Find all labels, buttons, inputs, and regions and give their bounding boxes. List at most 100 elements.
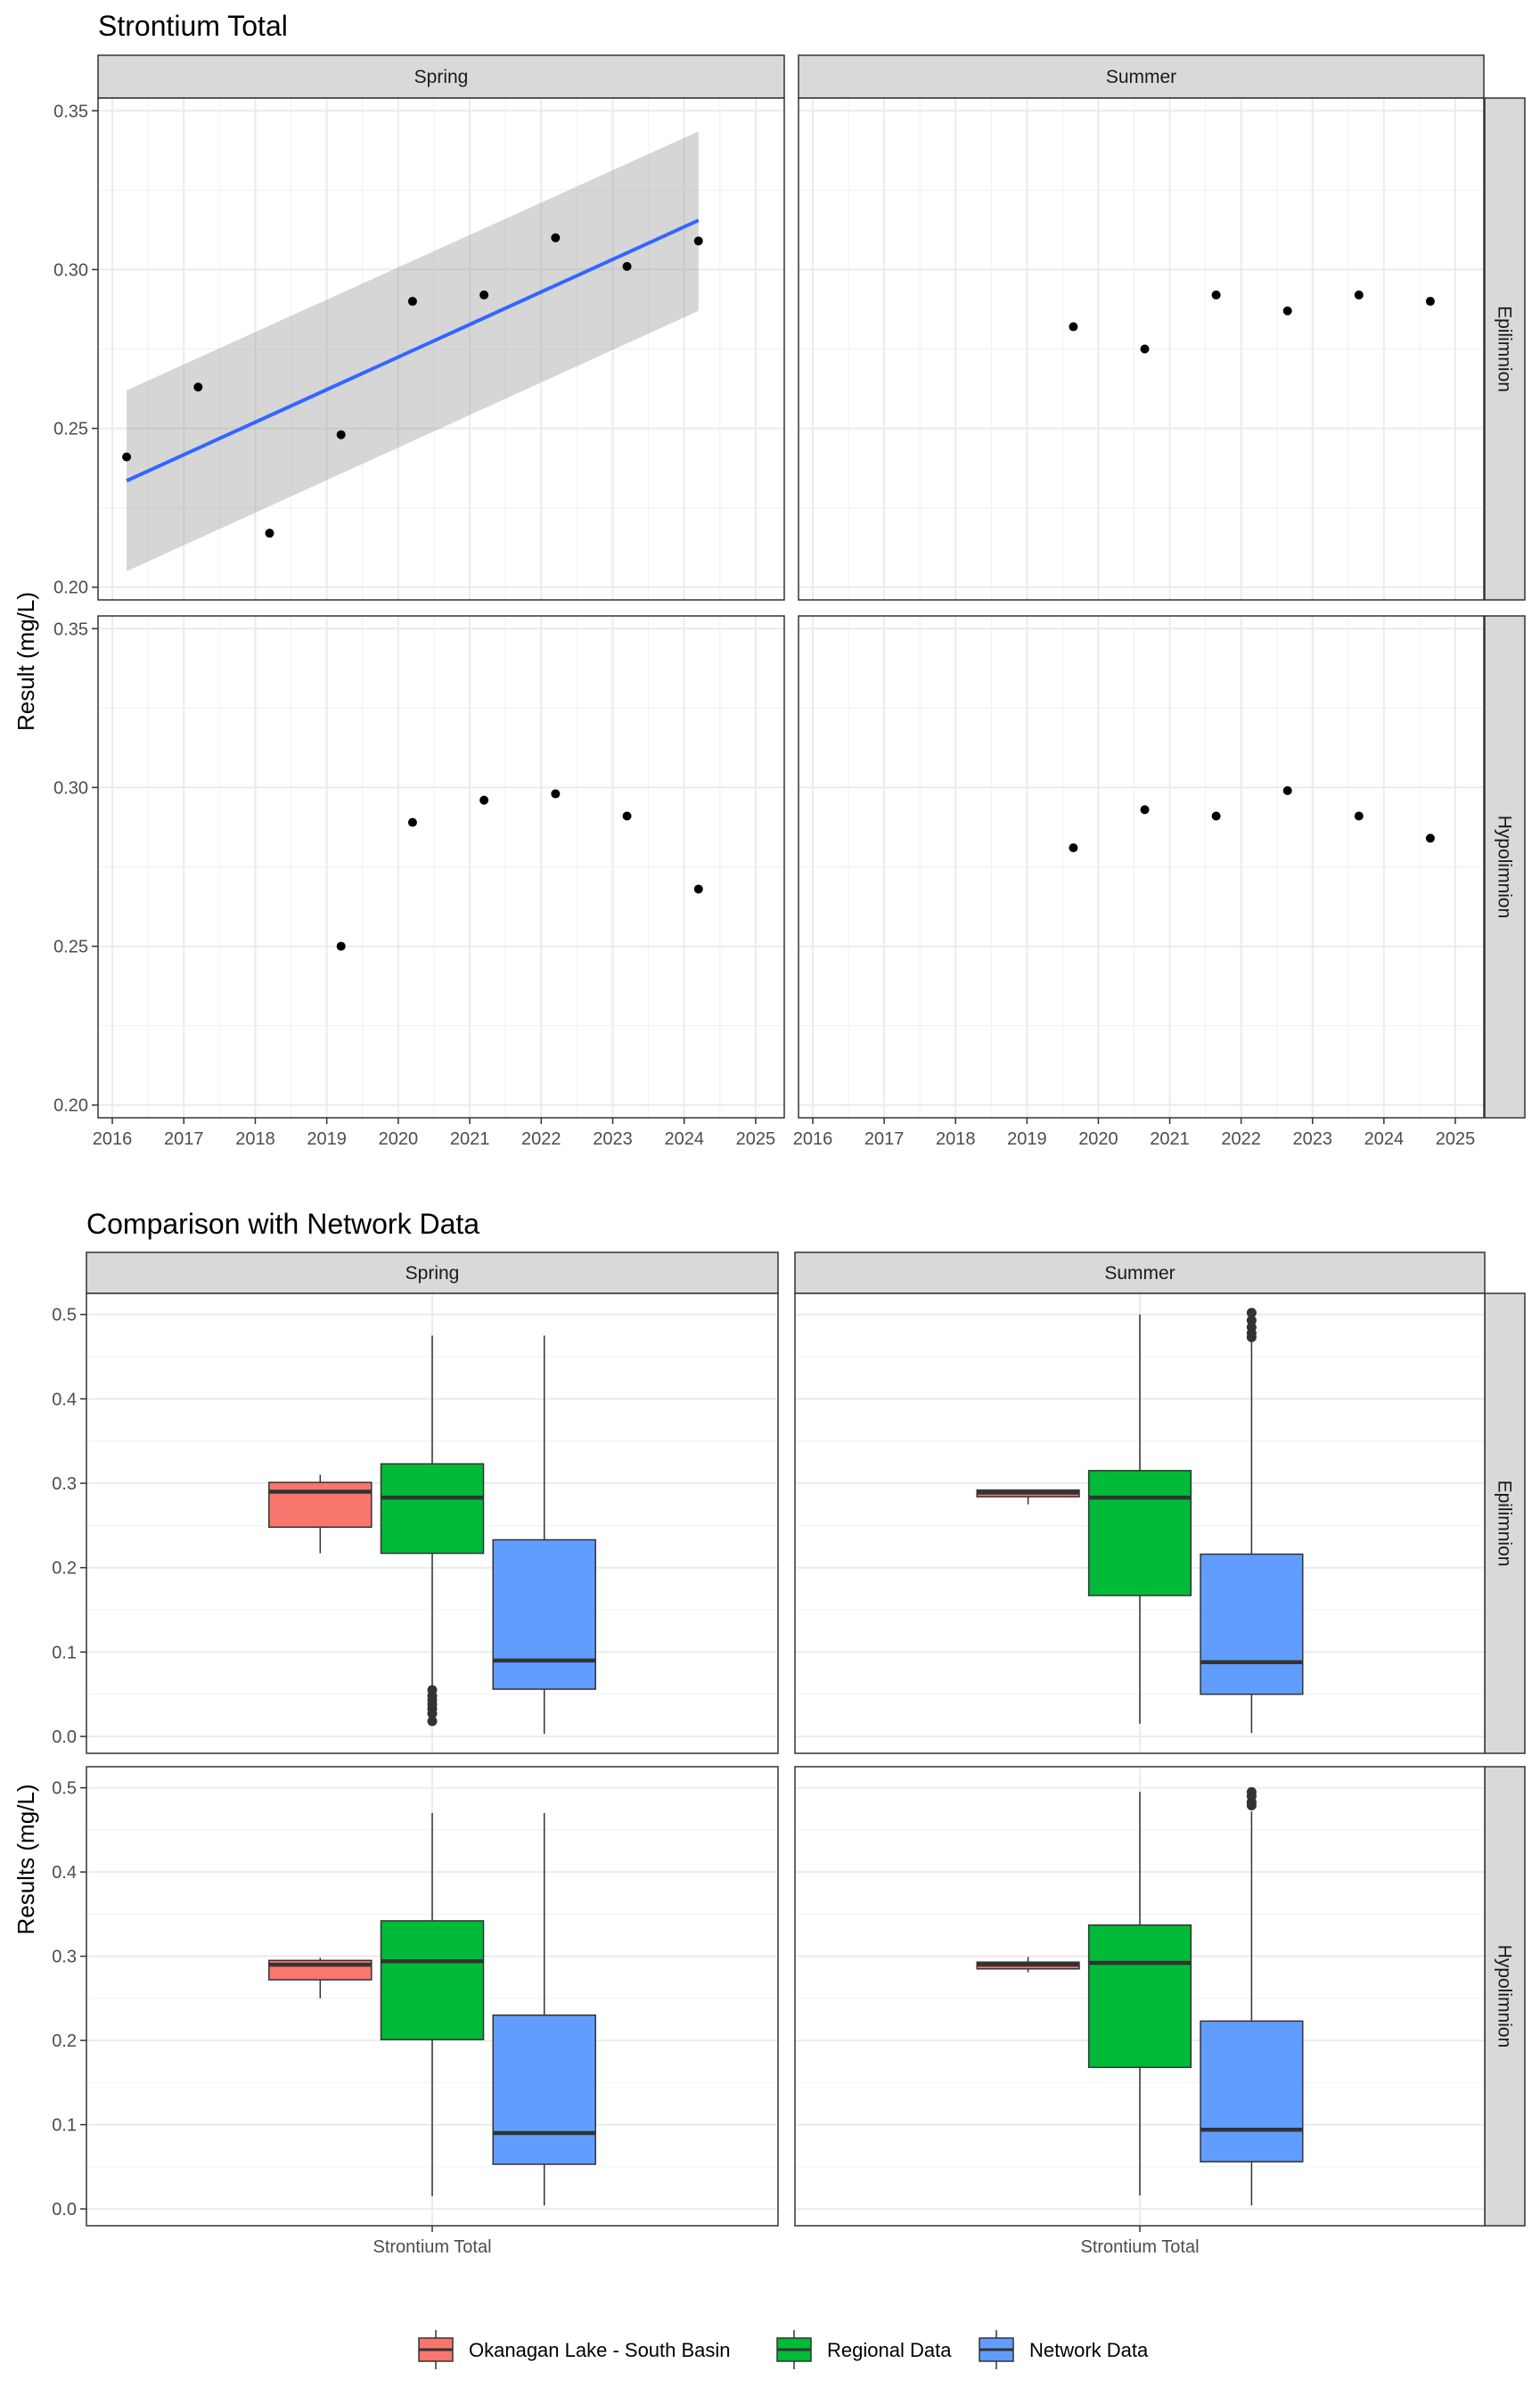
data-point [479, 795, 489, 805]
facet-strip-label: Spring [405, 1263, 460, 1284]
box-element [268, 1957, 373, 1998]
facet-strip [798, 54, 1485, 99]
box-element [976, 1957, 1080, 1973]
x-tick-label: 2018 [235, 1129, 275, 1149]
x-tick-label: 2020 [379, 1129, 419, 1149]
data-point [1140, 805, 1150, 815]
legend-item: Regional Data [776, 2330, 952, 2369]
panel-border [794, 1292, 1486, 1754]
facet-strip-label: Hypolimnion [1495, 1945, 1515, 2048]
x-tick-label: 2019 [307, 1129, 347, 1149]
box-element [380, 1812, 485, 2196]
x-tick-label: 2017 [164, 1129, 204, 1149]
facet-strip-label: Spring [414, 67, 469, 87]
box-element [1200, 1786, 1304, 2206]
legend-item: Network Data [979, 2330, 1149, 2369]
data-point [622, 261, 632, 271]
x-tick-label: 2023 [1293, 1129, 1333, 1149]
x-tick-label: 2025 [1436, 1129, 1476, 1149]
legend-item: Okanagan Lake - South Basin [418, 2330, 731, 2369]
data-point [265, 529, 274, 538]
facet-strip [86, 1251, 779, 1294]
y-tick-label: 0.35 [53, 102, 88, 121]
data-point [693, 884, 703, 894]
box-element [492, 1812, 596, 2206]
box-element [1200, 1308, 1304, 1734]
x-tick-label: 2019 [1007, 1129, 1047, 1149]
boxplot-panel [794, 1766, 1486, 2227]
x-tick-label: 2022 [1221, 1129, 1261, 1149]
box-element [1087, 1314, 1192, 1724]
data-point [1425, 297, 1435, 307]
panel-border [86, 1292, 779, 1754]
x-tick-label: 2016 [793, 1129, 833, 1149]
x-tick-label: 2020 [1078, 1129, 1118, 1149]
data-point [336, 941, 346, 951]
data-point [1140, 344, 1150, 354]
data-point [1069, 322, 1078, 332]
x-tick-label: 2024 [1364, 1129, 1405, 1149]
box-iqr [380, 1463, 485, 1555]
legend-label: Okanagan Lake - South Basin [469, 2339, 731, 2361]
x-tick-label: 2018 [936, 1129, 976, 1149]
box-iqr [1087, 1470, 1192, 1596]
y-tick-label: 0.1 [52, 2116, 77, 2136]
facet-strip [794, 1251, 1486, 1294]
facet-strip-label: Summer [1104, 1263, 1175, 1284]
x-tick-label: 2017 [864, 1129, 905, 1149]
data-point [479, 290, 489, 300]
facet-strip [1484, 97, 1526, 601]
y-tick-label: 0.0 [52, 1727, 77, 1747]
boxplot-panel [86, 1292, 779, 1754]
facet-strip [1484, 1292, 1526, 1754]
outlier-point [427, 1716, 438, 1727]
facet-strip [1484, 1766, 1526, 2227]
data-point [193, 382, 203, 392]
scatter-panel [798, 97, 1485, 601]
box-iqr [1200, 1553, 1304, 1695]
y-tick-label: 0.1 [52, 1643, 77, 1662]
scatter-panel [97, 97, 785, 601]
x-tick-label: 2023 [593, 1129, 633, 1149]
data-point [1354, 811, 1364, 821]
box-iqr [1200, 2020, 1304, 2162]
box-iqr [380, 1920, 485, 2040]
boxplot-facet-grid: Spring Summer Epilimnion Hypolimnion 0.0 0.1 0… [52, 1251, 1526, 2257]
x-tick-label: 2016 [93, 1129, 133, 1149]
outlier-point [1246, 1332, 1257, 1342]
outlier-point [1246, 1800, 1257, 1810]
facet-strip [1484, 615, 1526, 1119]
data-point [1211, 290, 1221, 300]
y-tick-label: 0.25 [53, 938, 88, 957]
box-element [268, 1474, 373, 1554]
data-point [622, 811, 632, 821]
data-point [122, 452, 132, 462]
data-point [551, 233, 561, 242]
box-iqr [492, 1539, 596, 1690]
y-tick-label: 0.2 [52, 1559, 77, 1579]
facet-strip-label: Hypolimnion [1495, 816, 1515, 919]
data-point [407, 817, 417, 827]
y-axis-title: Result (mg/L) [12, 592, 39, 731]
panel-border [97, 97, 785, 601]
legend-label: Network Data [1029, 2339, 1149, 2361]
panel-border [798, 97, 1485, 601]
y-tick-label: 0.5 [52, 1306, 77, 1325]
chart-title: Comparison with Network Data [86, 1208, 479, 1240]
facet-strip [97, 54, 785, 99]
x-tick-label: Strontium Total [373, 2237, 491, 2257]
outlier-point [1246, 1308, 1257, 1318]
outlier-point [1246, 1315, 1257, 1325]
x-tick-label: 2022 [521, 1129, 561, 1149]
y-tick-label: 0.2 [52, 2031, 77, 2051]
y-tick-label: 0.30 [53, 260, 88, 280]
scatter-panel [97, 615, 785, 1119]
y-tick-label: 0.3 [52, 1948, 77, 1967]
y-tick-label: 0.20 [53, 578, 88, 598]
box-iqr [492, 2014, 596, 2165]
facet-strip-label: Summer [1106, 67, 1176, 87]
scatter-panel [798, 615, 1485, 1119]
y-tick-label: 0.30 [53, 778, 88, 798]
facet-strip-label: Epilimnion [1495, 1481, 1515, 1567]
